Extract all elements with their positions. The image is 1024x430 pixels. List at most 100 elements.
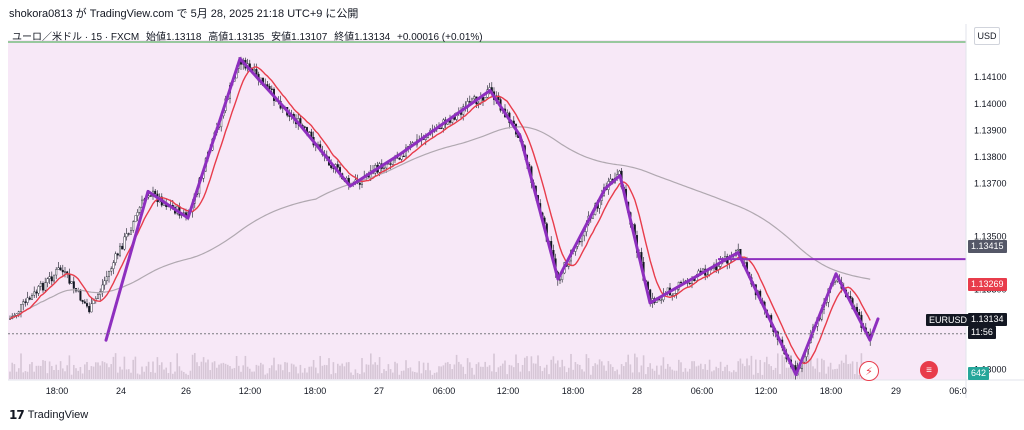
- volume-bar: [601, 361, 603, 379]
- volume-tag: 642: [968, 367, 990, 380]
- candle-body: [17, 311, 20, 315]
- symbol-label[interactable]: ユーロ／米ドル · 15 · FXCM: [12, 32, 140, 43]
- x-tick-label: 12:00: [755, 386, 778, 396]
- candle-body: [112, 262, 115, 269]
- volume-bar: [823, 360, 825, 379]
- candle-body: [440, 127, 443, 130]
- volume-bar: [614, 371, 616, 379]
- candle-body: [680, 281, 683, 284]
- volume-bar: [669, 366, 671, 379]
- candle-body: [48, 276, 51, 279]
- volume-bar: [752, 374, 755, 379]
- countdown-tag: 11:56: [968, 326, 996, 339]
- candle-body: [107, 270, 110, 277]
- volume-bar: [574, 362, 577, 379]
- currency-button[interactable]: USD: [974, 27, 1000, 45]
- volume-bar: [521, 365, 524, 379]
- volume-bar: [106, 363, 108, 379]
- volume-bar: [330, 374, 332, 379]
- volume-bar: [684, 368, 687, 379]
- volume-bar: [97, 362, 99, 379]
- volume-bar: [825, 373, 827, 379]
- volume-bar: [651, 368, 654, 379]
- lightning-icon[interactable]: ⚡: [859, 361, 879, 381]
- volume-bar: [191, 354, 194, 379]
- volume-bar: [315, 367, 317, 379]
- tradingview-logo-icon: 17: [9, 408, 25, 422]
- volume-bar: [235, 355, 238, 379]
- candle-body: [132, 221, 135, 231]
- candle-body: [688, 282, 691, 285]
- volume-bar: [365, 364, 368, 379]
- volume-bar: [845, 354, 847, 379]
- volume-bar: [605, 370, 607, 379]
- volume-bar: [238, 365, 240, 379]
- volume-bar: [682, 371, 684, 379]
- candle-body: [81, 300, 84, 302]
- candle-body: [303, 126, 306, 128]
- volume-bar: [339, 365, 341, 379]
- volume-bar: [790, 366, 792, 379]
- candle-body: [154, 190, 157, 195]
- volume-bar: [598, 359, 601, 379]
- volume-bar: [451, 369, 453, 379]
- volume-bar: [75, 368, 77, 379]
- volume-bar: [299, 364, 302, 379]
- flag-icon[interactable]: ≡: [920, 361, 938, 379]
- volume-bar: [473, 374, 475, 379]
- volume-bar: [807, 353, 810, 379]
- volume-bar: [565, 372, 568, 379]
- volume-bar: [530, 356, 533, 379]
- x-tick-label: 18:00: [562, 386, 585, 396]
- volume-bar: [306, 372, 308, 379]
- candle-body: [96, 294, 99, 299]
- volume-bar: [92, 366, 95, 379]
- volume-bar: [711, 371, 713, 379]
- volume-bar: [827, 366, 830, 379]
- volume-bar: [62, 368, 64, 379]
- candle-body: [72, 281, 75, 289]
- volume-bar: [396, 363, 398, 379]
- volume-bar: [112, 356, 115, 379]
- candle-body: [559, 279, 562, 281]
- candle-body: [858, 311, 861, 316]
- volume-bar: [156, 357, 159, 379]
- candle-body: [125, 233, 128, 238]
- volume-bar: [858, 374, 860, 379]
- volume-bar: [187, 374, 189, 379]
- volume-bar: [783, 356, 786, 379]
- volume-bar: [81, 373, 84, 379]
- volume-bar: [211, 362, 214, 379]
- volume-bar: [95, 362, 97, 379]
- volume-bar: [667, 363, 669, 379]
- volume-bar: [502, 363, 504, 379]
- volume-bar: [284, 362, 286, 379]
- volume-bar: [352, 374, 354, 379]
- volume-bar: [689, 368, 691, 379]
- volume-bar: [207, 359, 209, 379]
- volume-bar: [31, 362, 33, 379]
- volume-bar: [590, 374, 592, 379]
- candle-body: [22, 301, 25, 305]
- volume-bar: [319, 355, 321, 379]
- volume-bar: [433, 372, 436, 379]
- volume-bar: [636, 357, 638, 379]
- volume-bar: [444, 362, 447, 379]
- volume-bar: [24, 371, 27, 379]
- volume-bar: [537, 355, 539, 379]
- volume-bar: [609, 364, 612, 379]
- y-tick-label: 1.14000: [974, 99, 1007, 109]
- volume-bar: [326, 365, 328, 379]
- volume-bar: [328, 358, 330, 379]
- volume-bar: [29, 364, 31, 379]
- volume-bar: [638, 372, 640, 379]
- volume-bar: [583, 371, 585, 379]
- volume-bar: [832, 369, 834, 379]
- volume-bar: [361, 358, 363, 379]
- brand[interactable]: 17 TradingView: [9, 408, 88, 422]
- candle-body: [61, 269, 64, 273]
- volume-bar: [370, 353, 372, 379]
- y-tick-label: 1.13000: [974, 364, 1007, 374]
- volume-bar: [810, 358, 812, 379]
